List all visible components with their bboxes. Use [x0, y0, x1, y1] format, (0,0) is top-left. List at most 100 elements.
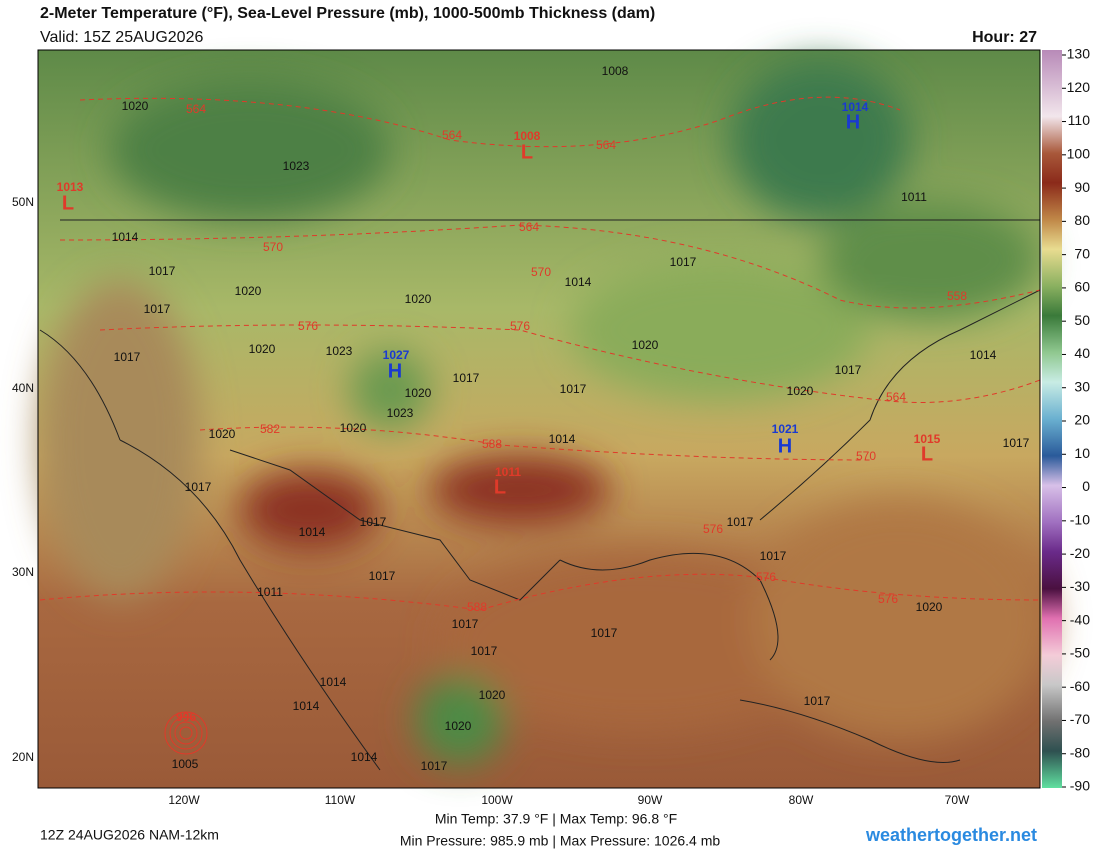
map-label: H: [388, 360, 402, 382]
temp-extremes: Min Temp: 37.9 °F | Max Temp: 96.8 °F: [435, 811, 677, 827]
map-label: 1014: [351, 750, 378, 764]
map-label: 1017: [760, 549, 787, 563]
map-label: 1020: [479, 688, 506, 702]
map-label: 1017: [471, 644, 498, 658]
lat-label: 30N: [12, 565, 34, 579]
map-label: 1017: [369, 569, 396, 583]
map-label: 1027: [383, 348, 410, 362]
map-label: 588: [482, 437, 502, 451]
map-label: 582: [260, 422, 280, 436]
lon-label: 90W: [638, 793, 663, 807]
map-label: 1017: [453, 371, 480, 385]
map-label: 1017: [360, 515, 387, 529]
map-label: 1020: [209, 427, 236, 441]
map-label: 576: [298, 319, 318, 333]
map-label: 1013: [57, 180, 84, 194]
map-label: 1011: [901, 190, 927, 204]
colorbar-label: -80: [1070, 744, 1090, 760]
map-label: 1017: [1003, 436, 1030, 450]
forecast-hour: Hour: 27: [972, 29, 1037, 46]
lat-label: 20N: [12, 750, 34, 764]
map-label: L: [494, 476, 506, 498]
map-label: 1017: [835, 363, 862, 377]
map-label: 1017: [452, 617, 479, 631]
map-label: 1020: [916, 600, 943, 614]
map-label: 1023: [387, 406, 414, 420]
thickness-contours: [39, 96, 1041, 611]
colorbar-label: 100: [1067, 146, 1091, 162]
map-label: 1020: [405, 386, 432, 400]
map-label: 1020: [340, 421, 367, 435]
colorbar: [1042, 50, 1062, 788]
map-label: 564: [886, 390, 906, 404]
colorbar-label: 20: [1074, 412, 1090, 428]
model-run: 12Z 24AUG2026 NAM-12km: [40, 827, 219, 843]
map-label: 564: [442, 128, 462, 142]
map-label: 1014: [970, 348, 997, 362]
lon-label: 100W: [481, 793, 513, 807]
map-label: 576: [510, 319, 530, 333]
lon-label: 110W: [325, 793, 356, 807]
map-label: 558: [947, 289, 967, 303]
map-label: 1017: [149, 264, 176, 278]
colorbar-label: -20: [1070, 545, 1090, 561]
colorbar-label: 110: [1068, 112, 1091, 128]
map-label: 1017: [804, 694, 831, 708]
map-label: H: [846, 111, 860, 133]
map-label: 570: [531, 265, 551, 279]
map-label: 1014: [293, 699, 320, 713]
colorbar-label: -40: [1070, 611, 1090, 627]
map-label: 576: [756, 570, 776, 584]
map-label: 1017: [185, 480, 212, 494]
map-label: 1014: [112, 230, 139, 244]
map-label: 576: [878, 592, 898, 606]
map-label: 1011: [257, 585, 283, 599]
map-label: L: [921, 443, 933, 465]
map-label: 1017: [421, 759, 448, 773]
map-label: 1014: [299, 525, 326, 539]
lat-label: 40N: [12, 381, 34, 395]
map-label: 1008: [514, 129, 541, 143]
title: 2-Meter Temperature (°F), Sea-Level Pres…: [40, 5, 655, 22]
map-label: 1008: [602, 64, 629, 78]
map-label: 1017: [591, 626, 618, 640]
map-label: 588: [467, 600, 487, 614]
map-label: L: [62, 192, 74, 214]
colorbar-label: -70: [1070, 711, 1090, 727]
map-label: 570: [856, 449, 876, 463]
pressure-extremes: Min Pressure: 985.9 mb | Max Pressure: 1…: [400, 833, 721, 849]
map-label: 1020: [445, 719, 472, 733]
map-label: 1015: [914, 432, 941, 446]
map-label: 1020: [787, 384, 814, 398]
colorbar-label: 90: [1074, 179, 1090, 195]
map-label: 1023: [326, 344, 353, 358]
colorbar-label: 130: [1067, 46, 1091, 62]
map-label: 1017: [670, 255, 697, 269]
colorbar-label: 50: [1074, 312, 1090, 328]
map-label: 1014: [842, 100, 869, 114]
map: [37, 49, 1050, 789]
colorbar-label: 0: [1082, 478, 1090, 494]
colorbar-label: -50: [1070, 645, 1090, 661]
colorbar-label: 80: [1074, 212, 1090, 228]
map-label: 564: [519, 220, 539, 234]
low-center: [164, 711, 208, 755]
map-frame: [37, 49, 1041, 789]
lon-label: 70W: [945, 793, 970, 807]
map-label: H: [778, 435, 792, 457]
lon-label: 120W: [168, 793, 200, 807]
colorbar-label: 10: [1074, 445, 1090, 461]
map-label: 1017: [727, 515, 754, 529]
map-label: 1014: [320, 675, 347, 689]
map-label: 1017: [144, 302, 171, 316]
valid-time: Valid: 15Z 25AUG2026: [40, 29, 203, 46]
lon-label: 80W: [789, 793, 814, 807]
map-label: 1020: [235, 284, 262, 298]
map-label: 1014: [549, 432, 576, 446]
colorbar-label: -90: [1070, 778, 1090, 794]
site-name: weathertogether.net: [865, 825, 1037, 845]
colorbar-label: 60: [1074, 279, 1090, 295]
colorbar-label: 40: [1074, 345, 1090, 361]
lat-label: 50N: [12, 195, 34, 209]
